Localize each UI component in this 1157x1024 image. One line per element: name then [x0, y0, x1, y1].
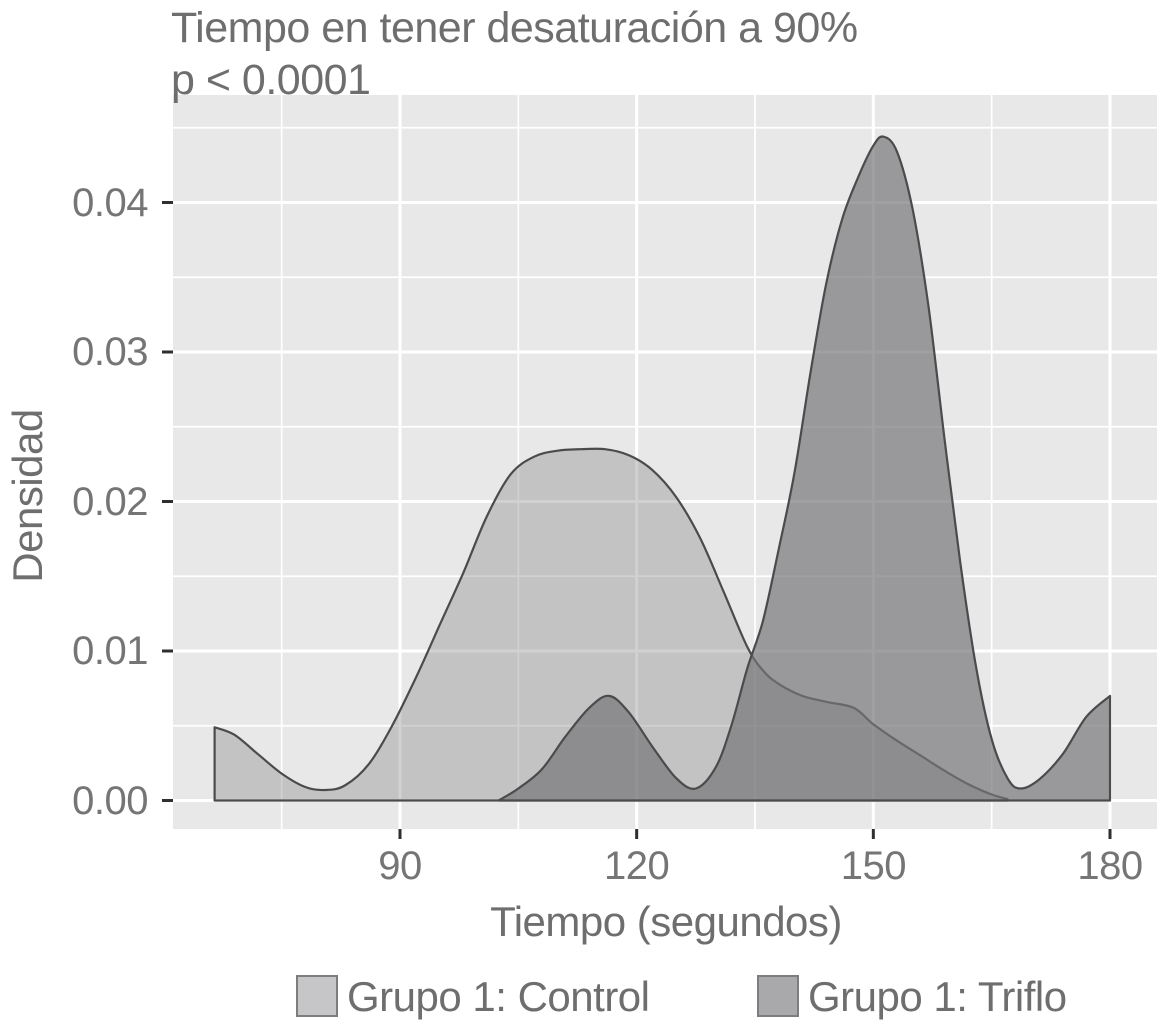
- x-tick-label: 150: [840, 844, 907, 888]
- chart-subtitle: p < 0.0001: [171, 56, 371, 104]
- x-axis-title: Tiempo (segundos): [490, 898, 842, 945]
- y-tick-label: 0.01: [72, 629, 148, 673]
- y-tick-label: 0.02: [72, 479, 148, 524]
- y-tick-label: 0.00: [72, 778, 148, 823]
- chart-title: Tiempo en tener desaturación a 90%: [171, 4, 858, 52]
- triflo-density-area: [497, 135, 1112, 802]
- legend-swatch-triflo: [757, 975, 799, 1017]
- legend-label-control: Grupo 1: Control: [347, 973, 650, 1020]
- x-tick-label: 180: [1077, 844, 1143, 888]
- panel-background: [173, 95, 1157, 829]
- legend-label-triflo: Grupo 1: Triflo: [808, 973, 1067, 1020]
- x-tick-label: 90: [378, 844, 422, 888]
- x-tick-label: 120: [604, 844, 670, 888]
- legend-swatch-control: [296, 975, 338, 1017]
- y-tick-label: 0.03: [72, 330, 148, 374]
- y-tick-label: 0.04: [72, 180, 148, 225]
